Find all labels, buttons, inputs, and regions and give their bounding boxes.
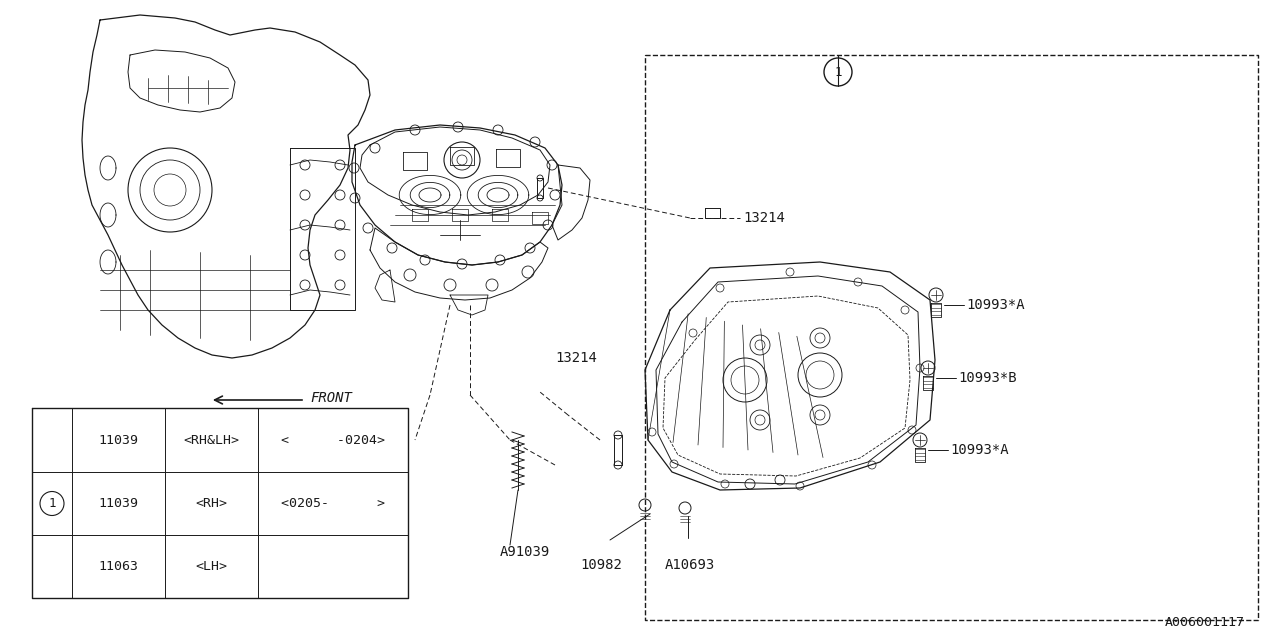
Text: 10993*A: 10993*A [966, 298, 1024, 312]
Text: 11063: 11063 [99, 560, 138, 573]
Text: A006001117: A006001117 [1165, 616, 1245, 628]
Text: 13214: 13214 [742, 211, 785, 225]
Text: A91039: A91039 [500, 545, 550, 559]
Text: <LH>: <LH> [196, 560, 228, 573]
Text: <RH&LH>: <RH&LH> [183, 433, 239, 447]
Text: 10982: 10982 [580, 558, 622, 572]
Text: <RH>: <RH> [196, 497, 228, 510]
Circle shape [40, 492, 64, 515]
Text: FRONT: FRONT [310, 391, 352, 405]
Text: 11039: 11039 [99, 497, 138, 510]
Text: <0205-      >: <0205- > [282, 497, 385, 510]
Text: 1: 1 [49, 497, 56, 510]
Text: A10693: A10693 [666, 558, 716, 572]
Text: 13214: 13214 [556, 351, 596, 365]
Text: 10993*A: 10993*A [950, 443, 1009, 457]
Circle shape [824, 58, 852, 86]
Text: 10993*B: 10993*B [957, 371, 1016, 385]
Text: 1: 1 [835, 65, 842, 79]
Text: <      -0204>: < -0204> [282, 433, 385, 447]
Text: 11039: 11039 [99, 433, 138, 447]
